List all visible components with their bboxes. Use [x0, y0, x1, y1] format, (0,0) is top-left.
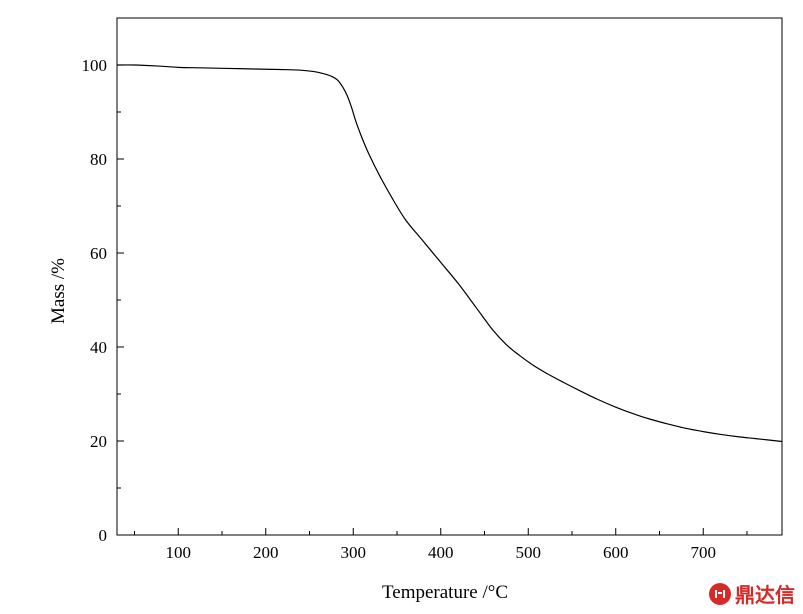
- y-tick-label: 80: [90, 150, 107, 169]
- x-tick-label: 100: [166, 543, 192, 562]
- dingdaxin-logo-icon: [709, 582, 731, 605]
- x-axis-label: Temperature /°C: [382, 582, 508, 603]
- y-axis-ticks: [117, 17, 124, 536]
- x-tick-label: 200: [253, 543, 279, 562]
- y-axis-tick-labels: 0 20 40 60 80 100: [82, 56, 108, 545]
- x-axis-tick-labels: 100 200 300 400 500 600 700: [166, 543, 717, 562]
- x-tick-label: 700: [691, 543, 717, 562]
- plot-area-frame: [116, 17, 783, 536]
- y-tick-label: 0: [99, 526, 108, 545]
- y-tick-label: 20: [90, 432, 107, 451]
- mass-loss-curve: [116, 64, 783, 443]
- y-tick-label: 100: [82, 56, 108, 75]
- y-tick-label: 40: [90, 338, 107, 357]
- x-tick-label: 500: [516, 543, 542, 562]
- y-axis-label: Mass /%: [48, 258, 69, 324]
- watermark-text: 鼎达信: [735, 583, 795, 607]
- x-axis-ticks: [134, 528, 748, 535]
- y-tick-label: 60: [90, 244, 107, 263]
- watermark: 鼎达信: [708, 579, 795, 608]
- x-tick-label: 600: [603, 543, 629, 562]
- x-tick-label: 400: [428, 543, 454, 562]
- x-tick-label: 300: [341, 543, 367, 562]
